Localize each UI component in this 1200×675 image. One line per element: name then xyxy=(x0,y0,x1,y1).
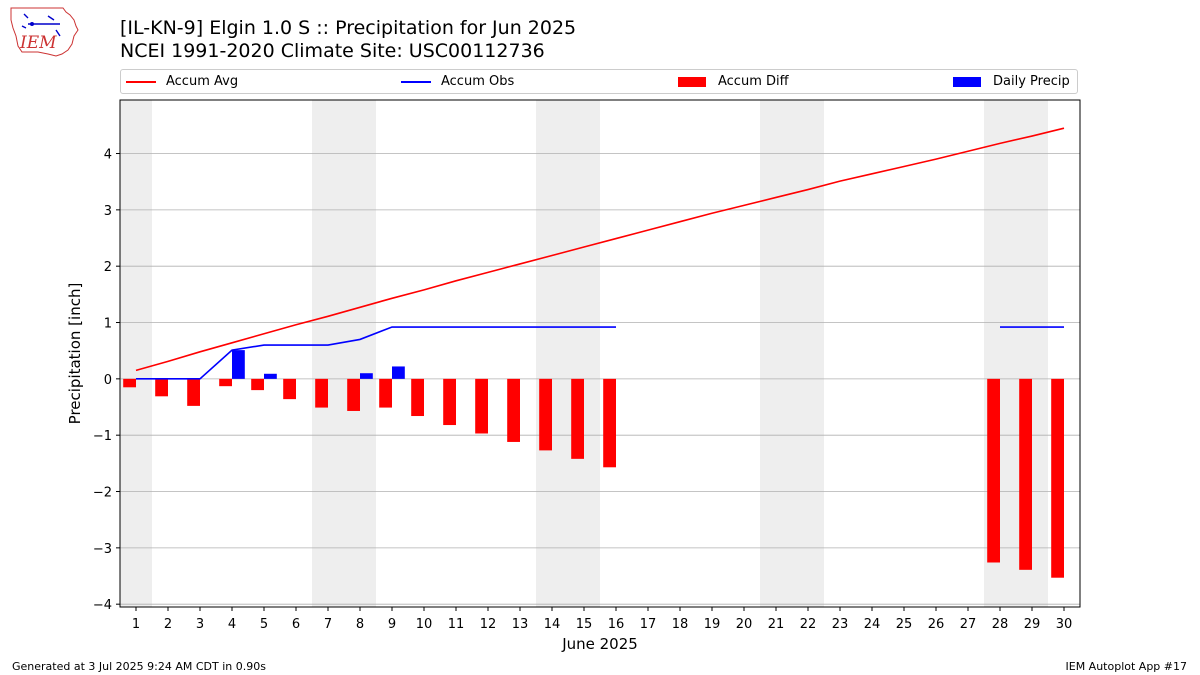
weekend-band-3 xyxy=(760,100,824,607)
accum-diff-bar-16 xyxy=(603,378,616,468)
accum-obs-line-0 xyxy=(136,326,616,380)
y-tick-label-3: 3 xyxy=(104,204,112,219)
legend-swatch-accum-avg xyxy=(126,81,156,83)
x-tick-label-9: 9 xyxy=(388,617,396,632)
x-tick-label-12: 12 xyxy=(480,617,497,632)
x-tick-label-10: 10 xyxy=(416,617,433,632)
accum-diff-bar-12 xyxy=(475,378,488,434)
x-tick-label-22: 22 xyxy=(800,617,817,632)
accum-diff-bar-4 xyxy=(219,378,232,387)
legend-label-daily-precip: Daily Precip xyxy=(993,74,1070,89)
x-tick-label-20: 20 xyxy=(736,617,753,632)
chart-title: [IL-KN-9] Elgin 1.0 S :: Precipitation f… xyxy=(120,17,577,39)
x-tick-label-13: 13 xyxy=(512,617,529,632)
accum-diff-bar-28 xyxy=(987,378,1000,563)
y-axis-label: Precipitation [inch] xyxy=(66,283,84,425)
x-tick-label-21: 21 xyxy=(768,617,785,632)
accum-diff-bar-10 xyxy=(411,378,424,417)
x-tick-label-6: 6 xyxy=(292,617,300,632)
y-tick-label-2: 2 xyxy=(104,260,112,275)
y-tick-label-1: 1 xyxy=(104,317,112,332)
x-tick-label-17: 17 xyxy=(640,617,657,632)
daily-precip-bar-8 xyxy=(360,373,373,379)
y-tick-label--3: −3 xyxy=(93,542,112,557)
legend-label-accum-obs: Accum Obs xyxy=(441,74,515,89)
x-tick-label-25: 25 xyxy=(896,617,913,632)
y-tick-label-0: 0 xyxy=(104,373,112,388)
accum-diff-bar-7 xyxy=(315,378,328,408)
x-axis-label: June 2025 xyxy=(561,635,638,653)
x-tick-label-30: 30 xyxy=(1056,617,1073,632)
y-tick-label-4: 4 xyxy=(104,148,112,163)
accum-diff-bar-14 xyxy=(539,378,552,451)
accum-diff-bar-29 xyxy=(1019,378,1032,570)
chart-subtitle: NCEI 1991-2020 Climate Site: USC00112736 xyxy=(120,40,545,62)
x-tick-label-11: 11 xyxy=(448,617,465,632)
x-tick-label-16: 16 xyxy=(608,617,625,632)
x-tick-label-19: 19 xyxy=(704,617,721,632)
y-tick-label--4: −4 xyxy=(93,598,112,613)
accum-diff-bar-5 xyxy=(251,378,264,391)
weekend-band-0 xyxy=(120,100,152,607)
accum-diff-bar-13 xyxy=(507,378,520,442)
x-tick-label-28: 28 xyxy=(992,617,1009,632)
footer-app: IEM Autoplot App #17 xyxy=(1065,660,1188,673)
y-tick-label--1: −1 xyxy=(93,429,112,444)
x-tick-label-4: 4 xyxy=(228,617,236,632)
plot-frame xyxy=(119,99,1081,608)
accum-diff-bar-6 xyxy=(283,378,296,400)
accum-diff-bar-15 xyxy=(571,378,584,459)
footer-generated: Generated at 3 Jul 2025 9:24 AM CDT in 0… xyxy=(12,660,266,673)
x-tick-label-8: 8 xyxy=(356,617,364,632)
x-tick-label-14: 14 xyxy=(544,617,561,632)
legend-swatch-daily-precip xyxy=(953,77,981,87)
x-tick-label-24: 24 xyxy=(864,617,881,632)
legend-label-accum-avg: Accum Avg xyxy=(166,74,239,89)
x-tick-label-23: 23 xyxy=(832,617,849,632)
legend-swatch-accum-obs xyxy=(401,81,431,83)
accum-diff-bar-8 xyxy=(347,378,360,411)
x-tick-label-26: 26 xyxy=(928,617,945,632)
iem-logo: IEM xyxy=(10,7,79,57)
daily-precip-bar-5 xyxy=(264,373,277,379)
x-tick-label-1: 1 xyxy=(132,617,140,632)
chart-legend: Accum Avg Accum Obs Accum Diff Daily Pre… xyxy=(120,69,1078,94)
x-tick-label-29: 29 xyxy=(1024,617,1041,632)
x-tick-label-2: 2 xyxy=(164,617,172,632)
x-tick-label-7: 7 xyxy=(324,617,332,632)
weekend-band-2 xyxy=(536,100,600,607)
weekend-band-1 xyxy=(312,100,376,607)
accum-diff-bar-9 xyxy=(379,378,392,408)
accum-avg-line-0 xyxy=(135,127,1065,372)
daily-precip-bar-4 xyxy=(232,350,245,379)
accum-diff-bar-2 xyxy=(155,378,168,397)
x-tick-label-18: 18 xyxy=(672,617,689,632)
legend-label-accum-diff: Accum Diff xyxy=(718,74,789,89)
daily-precip-bar-9 xyxy=(392,366,405,379)
accum-diff-bar-1 xyxy=(123,378,136,388)
x-tick-label-5: 5 xyxy=(260,617,268,632)
accum-diff-bar-11 xyxy=(443,378,456,426)
x-tick-label-15: 15 xyxy=(576,617,593,632)
accum-diff-bar-3 xyxy=(187,378,200,406)
accum-diff-bar-30 xyxy=(1051,378,1064,578)
legend-swatch-accum-diff xyxy=(678,77,706,87)
x-tick-label-3: 3 xyxy=(196,617,204,632)
logo-text: IEM xyxy=(19,33,57,53)
x-tick-label-27: 27 xyxy=(960,617,977,632)
y-tick-label--2: −2 xyxy=(93,486,112,501)
